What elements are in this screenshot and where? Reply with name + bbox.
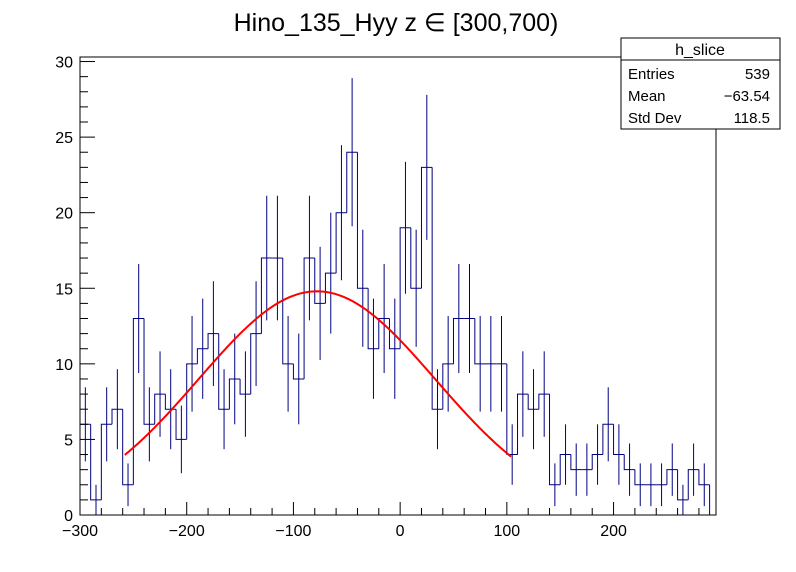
histogram-bin xyxy=(698,469,710,486)
histogram-bin xyxy=(602,423,614,455)
histogram-bin xyxy=(186,363,198,440)
y-tick-label: 20 xyxy=(55,206,73,223)
histogram-bin xyxy=(346,151,358,213)
stats-stddev-value: 118.5 xyxy=(734,110,770,127)
histogram-bin xyxy=(410,227,422,289)
histogram-bin xyxy=(527,394,539,410)
y-tick-label: 0 xyxy=(64,508,73,525)
stats-title: h_slice xyxy=(675,42,725,59)
histogram-bin xyxy=(666,469,678,485)
histogram-bin xyxy=(228,378,241,410)
histogram-bin xyxy=(559,454,571,485)
histogram-bin xyxy=(591,454,603,470)
histogram-bin xyxy=(154,393,166,425)
histogram-bin xyxy=(378,317,390,349)
histogram-bin xyxy=(303,257,315,379)
stats-box: h_slice Entries 539 Mean −63.54 Std Dev … xyxy=(620,37,781,130)
y-tick-label: 15 xyxy=(55,281,73,298)
histogram-bin xyxy=(196,348,209,364)
histogram-bin xyxy=(399,227,411,349)
histogram-bin xyxy=(517,393,529,455)
stats-stddev-label: Std Dev xyxy=(628,110,682,127)
x-tick-label: 200 xyxy=(600,523,627,540)
histogram-bin xyxy=(356,152,369,289)
y-tick-label: 30 xyxy=(55,55,73,72)
histogram-bin xyxy=(90,424,102,501)
x-tick-label: 0 xyxy=(396,523,405,540)
histogram-bin xyxy=(420,166,433,289)
histogram-bin xyxy=(506,363,518,456)
histogram-bin xyxy=(260,257,273,334)
plot-frame xyxy=(79,56,717,516)
fit-curve xyxy=(124,290,512,458)
y-tick-label: 25 xyxy=(55,130,73,147)
histogram-bin xyxy=(442,363,454,410)
histogram-bin xyxy=(100,423,113,500)
histogram-bin xyxy=(452,317,465,364)
histogram-bin xyxy=(687,469,699,500)
histogram-bin xyxy=(677,469,689,501)
histogram-bin xyxy=(218,333,230,410)
histogram-bin xyxy=(538,393,550,410)
histogram-bin xyxy=(132,317,145,485)
x-tick-label: 100 xyxy=(493,523,520,540)
stats-mean-label: Mean xyxy=(628,88,666,105)
histogram-bin xyxy=(314,258,326,304)
histogram-bin xyxy=(239,378,251,395)
histogram-bin xyxy=(250,333,262,395)
x-tick-label: −100 xyxy=(275,523,311,540)
histogram-bin xyxy=(282,258,294,365)
y-tick-label: 10 xyxy=(55,357,73,374)
stats-entries-label: Entries xyxy=(628,66,675,83)
histogram-bin xyxy=(111,408,123,425)
stats-entries-value: 539 xyxy=(745,66,770,83)
histogram-bin xyxy=(175,409,187,440)
stats-mean-value: −63.54 xyxy=(724,88,770,105)
x-tick-label: −300 xyxy=(62,523,98,540)
histogram-bin xyxy=(549,394,561,486)
histogram-bin xyxy=(570,454,582,471)
histogram-bin xyxy=(431,167,443,410)
histogram-bin xyxy=(474,318,486,365)
histogram-bin xyxy=(122,409,134,486)
histogram-bin xyxy=(143,318,155,425)
histogram-bin xyxy=(207,333,219,349)
histogram-bin xyxy=(623,454,635,471)
chart-title: Hino_135_Hyy z ∈ [300,700) xyxy=(234,9,559,37)
x-tick-label: −200 xyxy=(169,523,205,540)
histogram-bin xyxy=(634,469,646,486)
histogram-bin xyxy=(335,212,347,274)
histogram-bin xyxy=(292,363,305,380)
histogram-bin xyxy=(613,424,625,456)
y-tick-label: 5 xyxy=(64,432,73,449)
histogram-bin xyxy=(367,288,379,350)
histogram-bin xyxy=(324,272,337,304)
histogram-bin xyxy=(709,484,716,515)
